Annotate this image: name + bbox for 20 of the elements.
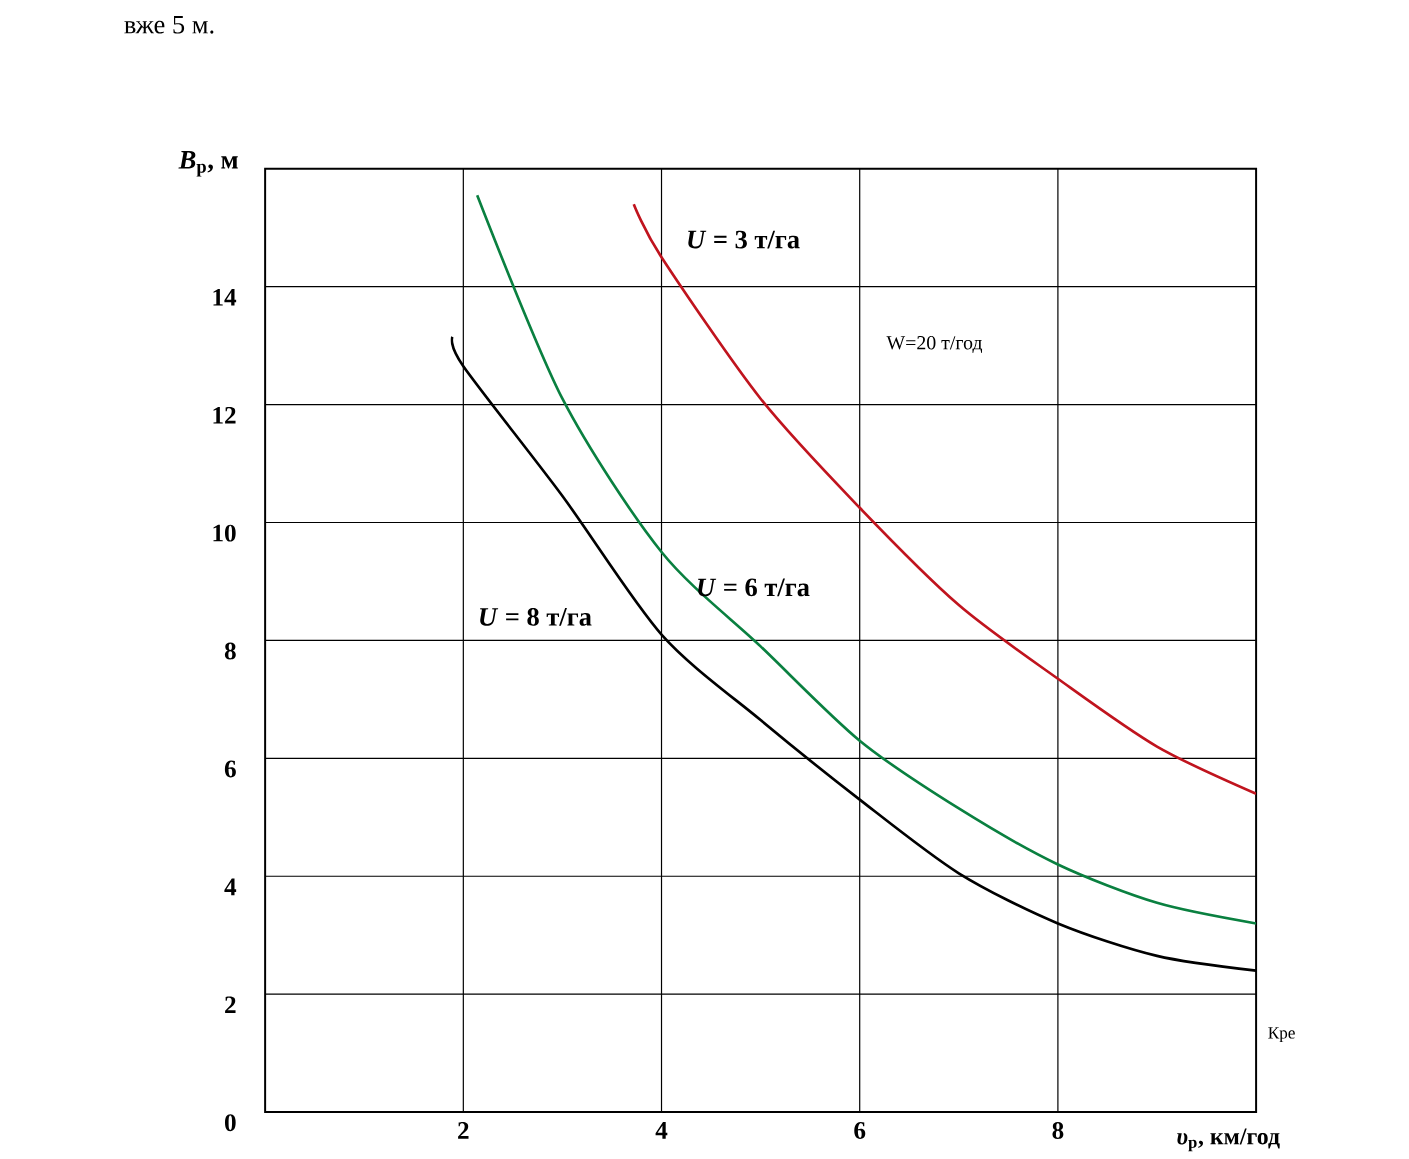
series-label: U = 6 т/га [698, 578, 810, 597]
y-tick-label: 0 [225, 1114, 236, 1132]
y-tick-label: 12 [213, 406, 236, 424]
x-tick-label: 4 [655, 1122, 668, 1139]
y-tick-label: 8 [224, 642, 236, 660]
text: вже 5 м. [124, 16, 214, 34]
y-tick-label: 4 [224, 878, 237, 896]
text: Кре [1268, 1027, 1295, 1043]
y-axis-title: B$_{p}$, м [178, 151, 238, 177]
x-tick-label: 6 [854, 1122, 866, 1140]
y-tick-label: 14 [213, 289, 237, 306]
x-tick-label: 8 [1052, 1122, 1064, 1140]
series-label: U = 8 т/га [480, 608, 592, 626]
y-tick-label: 6 [224, 760, 236, 778]
annotation: W=20 т/год [886, 336, 983, 354]
y-tick-label: 2 [225, 996, 236, 1014]
series-label: U = 3 т/га [688, 230, 800, 249]
x-tick-label: 2 [458, 1122, 469, 1139]
x-axis-title: υ$_{p}$, км/год [1177, 1128, 1280, 1152]
y-tick-label: 10 [213, 524, 236, 542]
